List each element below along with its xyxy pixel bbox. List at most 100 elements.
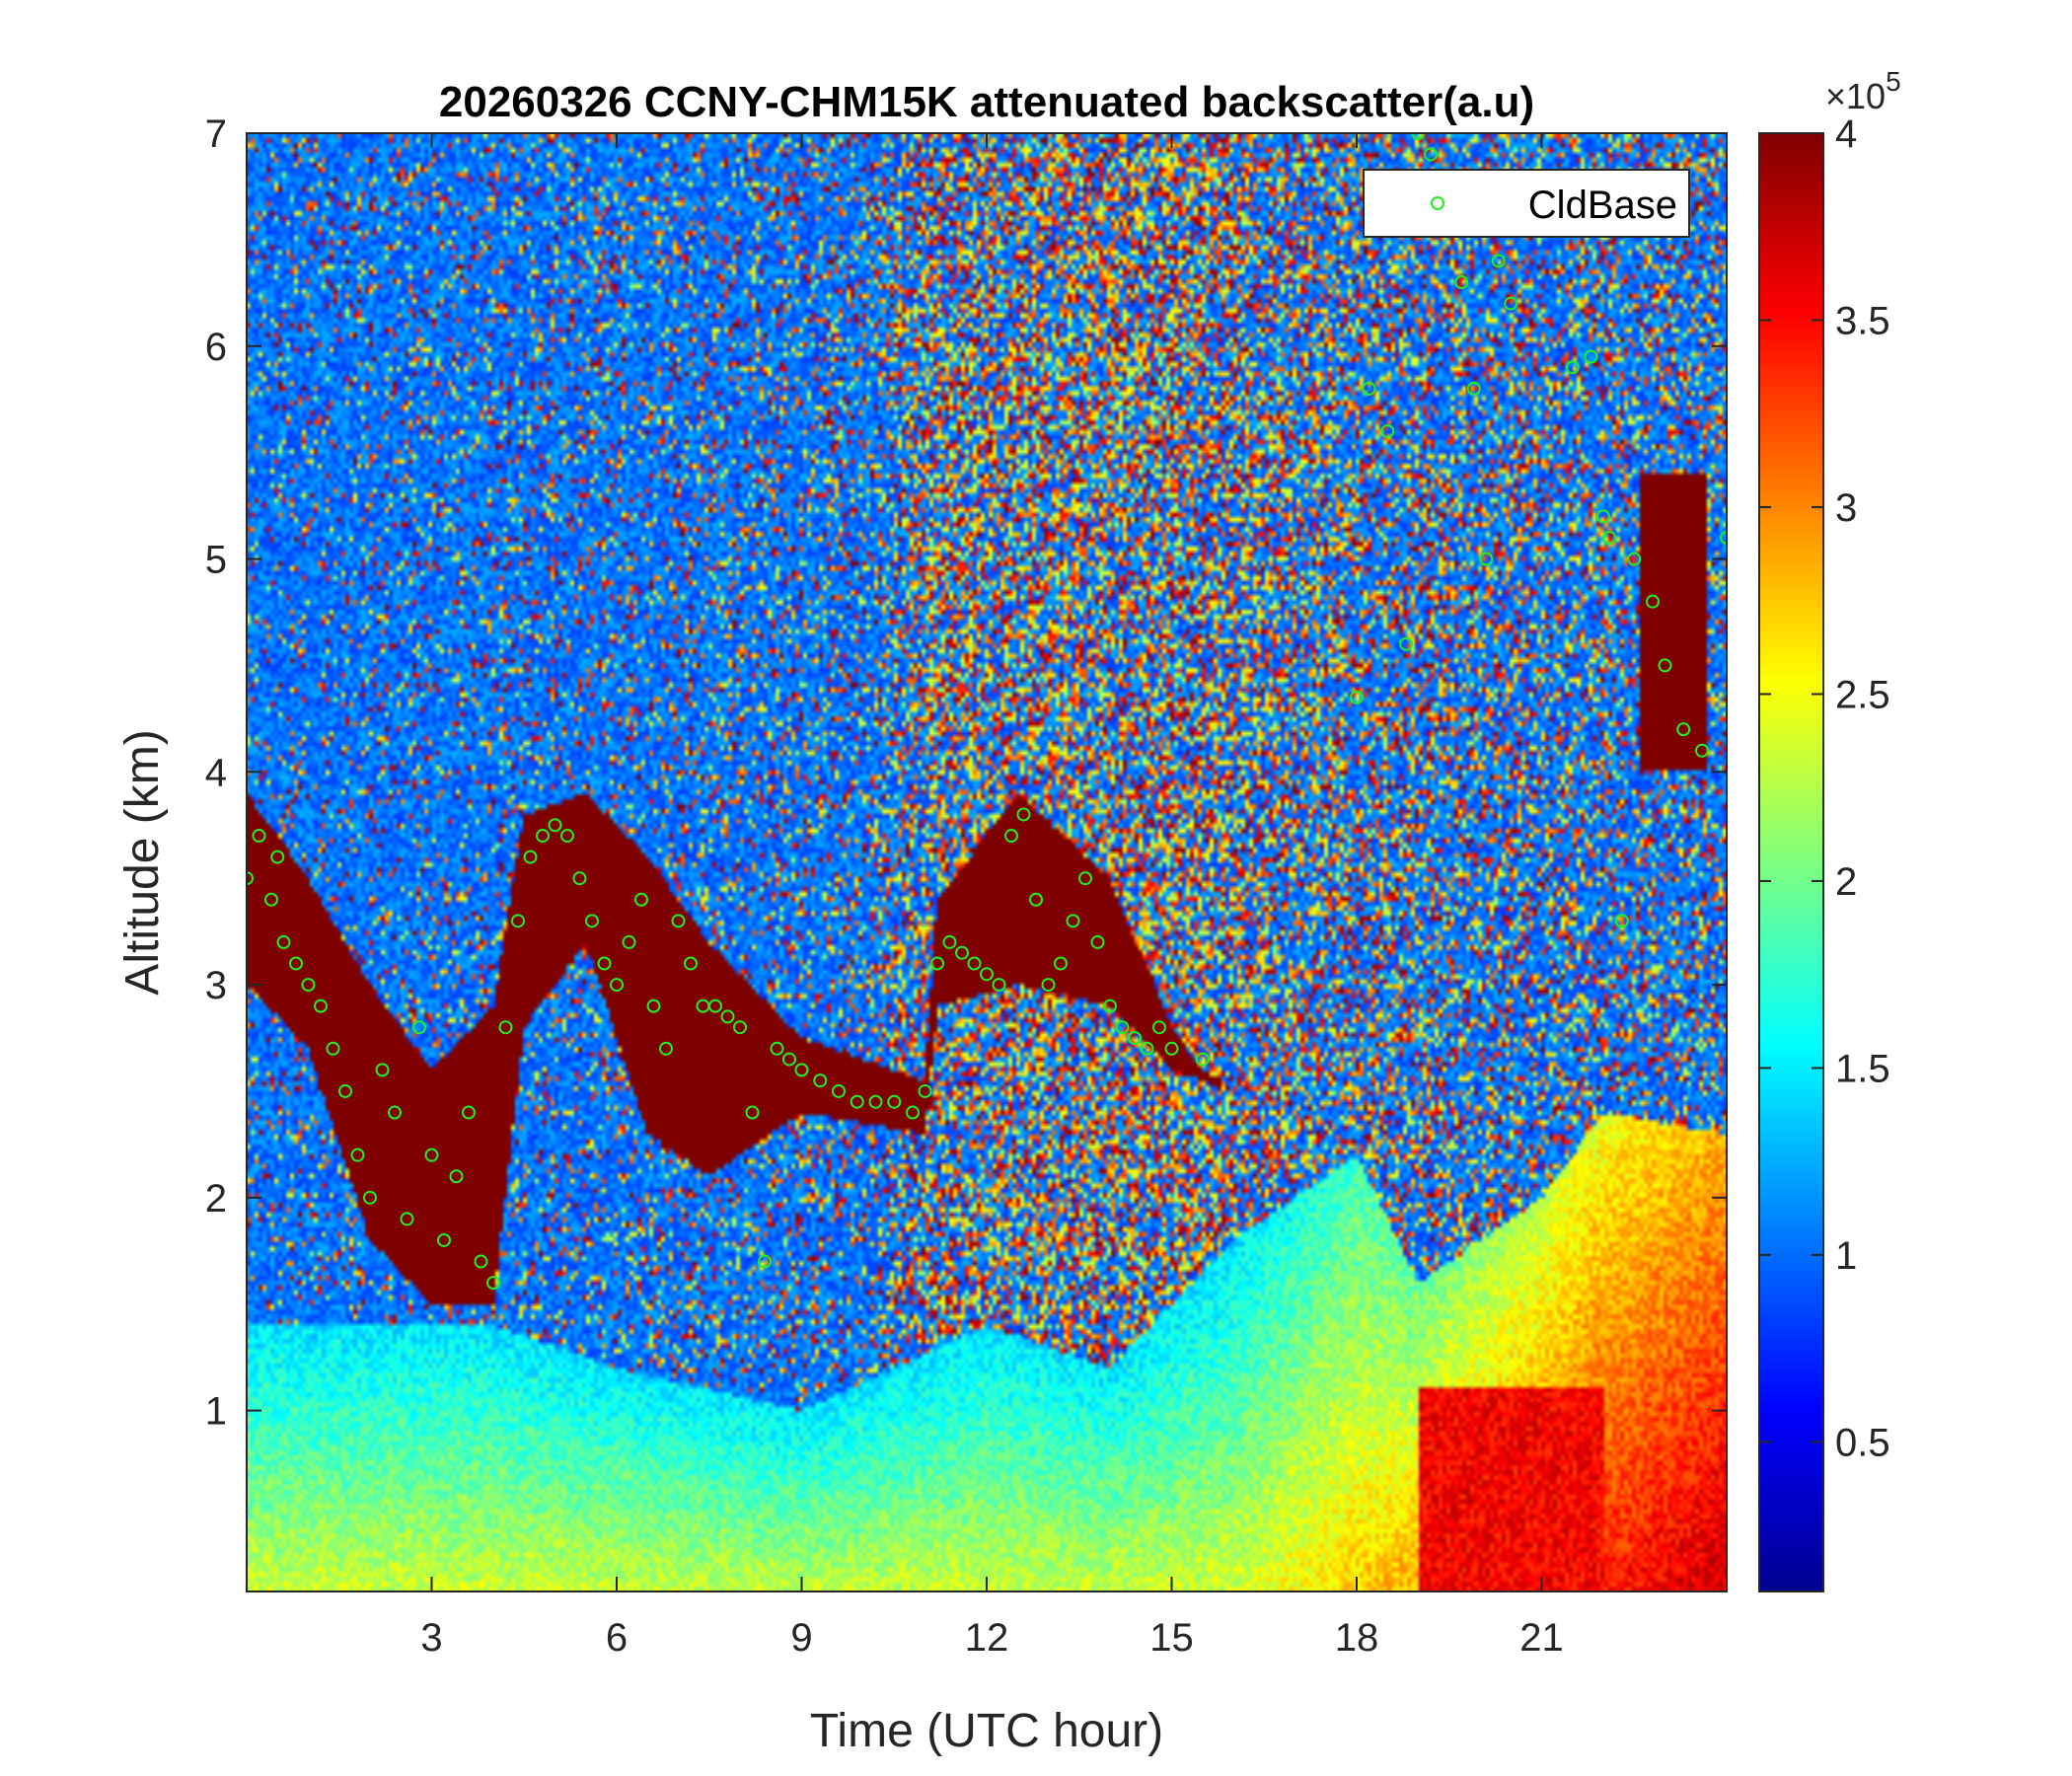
colorbar-multiplier: ×105: [1825, 66, 1901, 116]
cldbase-point: [1424, 147, 1438, 162]
colorbar-tick-label: 3.5: [1835, 299, 1890, 342]
cldbase-point: [1602, 530, 1617, 545]
cldbase-point: [560, 829, 574, 844]
x-tick-label: 9: [790, 1616, 812, 1660]
cldbase-point: [868, 1094, 883, 1109]
cldbase-point: [400, 1212, 414, 1226]
colorbar: 0.5 1 1.5 2 2.5 3 3.5 4 ×105: [1758, 66, 1901, 1592]
y-tick-label: 5: [205, 539, 227, 582]
cldbase-point: [270, 850, 285, 864]
cldbase-point: [671, 914, 686, 928]
cldbase-point: [338, 1083, 352, 1098]
cldbase-point: [252, 829, 266, 844]
cldbase-point: [622, 934, 636, 949]
colorbar-tick-label: 3: [1835, 486, 1857, 530]
cldbase-point: [572, 871, 587, 886]
cldbase-point: [412, 1020, 426, 1035]
colorbar-tick-label: 2: [1835, 860, 1857, 904]
cldbase-point: [610, 978, 624, 993]
cldbase-point: [498, 1020, 513, 1035]
cldbase-point: [1627, 552, 1642, 566]
cldbase-point: [1078, 871, 1092, 886]
cldbase-point: [462, 1105, 476, 1120]
cldbase-point: [511, 914, 525, 928]
cldbase-point: [850, 1094, 864, 1109]
cldbase-point: [1115, 1020, 1130, 1035]
cldbase-point: [1411, 133, 1426, 140]
colorbar-tick-label: 4: [1835, 112, 1857, 156]
legend: CldBase: [1363, 169, 1690, 238]
cldbase-point: [585, 914, 599, 928]
cldbase-point: [437, 1232, 451, 1247]
cldbase-point: [474, 1254, 488, 1269]
cldbase-point: [1140, 1041, 1154, 1056]
cldbase-point: [992, 978, 1006, 993]
x-tick-label: 15: [1149, 1616, 1194, 1660]
cldbase-point: [918, 1083, 932, 1098]
cldbase-point: [1380, 424, 1395, 439]
legend-entry-cldbase: CldBase: [1528, 184, 1677, 227]
cldbase-point: [967, 956, 982, 971]
heatmap-image: [247, 133, 1727, 1591]
cldbase-point: [388, 1105, 402, 1120]
colorbar-gradient: [1758, 132, 1824, 1592]
cldbase-point: [930, 956, 944, 971]
colorbar-tick-label: 2.5: [1835, 673, 1890, 716]
colorbar-tick-label: 1: [1835, 1234, 1857, 1278]
cldbase-point: [770, 1041, 784, 1056]
cldbase-point: [1016, 807, 1031, 822]
cldbase-point: [1466, 381, 1481, 396]
y-tick-label: 2: [205, 1177, 227, 1221]
cldbase-point: [1479, 552, 1494, 566]
cldbase-point: [708, 999, 722, 1013]
cldbase-point: [314, 999, 328, 1013]
cldbase-point: [1584, 349, 1598, 364]
cldbase-point: [1720, 530, 1727, 545]
cldbase-point: [1090, 934, 1105, 949]
x-tick-label: 3: [420, 1616, 442, 1660]
cldbase-point: [1646, 594, 1660, 609]
x-tick-label: 12: [965, 1616, 1009, 1660]
x-tick-label: 18: [1335, 1616, 1379, 1660]
cldbase-point: [887, 1094, 902, 1109]
cldbase-point: [659, 1041, 673, 1056]
cldbase-point: [449, 1169, 464, 1184]
cldbase-point: [1054, 956, 1068, 971]
cldbase-point: [646, 999, 661, 1013]
cldbase-point: [289, 956, 303, 971]
cldbase-markers: [247, 133, 1727, 1291]
cldbase-point: [1152, 1020, 1166, 1035]
cldbase-point: [906, 1105, 920, 1120]
cldbase-point: [1004, 829, 1018, 844]
cldbase-point: [1658, 658, 1672, 673]
cldbase-point: [326, 1041, 340, 1056]
cldbase-point: [264, 892, 278, 907]
cldbase-point: [955, 945, 969, 960]
y-tick-label: 6: [205, 326, 227, 369]
cldbase-point: [1596, 509, 1610, 524]
cldbase-point: [1399, 636, 1413, 651]
cldbase-point: [1164, 1041, 1179, 1056]
cldbase-point: [1676, 722, 1691, 737]
chart-title: 20260326 CCNY-CHM15K attenuated backscat…: [439, 78, 1534, 126]
cldbase-point: [363, 1190, 377, 1205]
cldbase-point: [1103, 999, 1117, 1013]
cldbase-point: [1029, 892, 1043, 907]
y-tick-label: 7: [205, 112, 227, 156]
cldbase-point: [782, 1052, 796, 1067]
cldbase-point: [424, 1147, 439, 1162]
y-tick-label: 1: [205, 1390, 227, 1434]
cldbase-point: [597, 956, 612, 971]
cldbase-point: [794, 1063, 809, 1077]
y-tick-label: 4: [205, 751, 227, 794]
cldbase-point: [1362, 381, 1376, 396]
cldbase-point: [536, 829, 550, 844]
x-axis: 3 6 9 12 15 18 21: [420, 133, 1564, 1660]
cldbase-point: [720, 1009, 735, 1024]
cldbase-point: [733, 1020, 747, 1035]
cldbase-point: [1454, 275, 1469, 290]
cldbase-point: [832, 1083, 846, 1098]
cldbase-point: [1041, 978, 1056, 993]
backscatter-heatmap: [247, 133, 1727, 1591]
